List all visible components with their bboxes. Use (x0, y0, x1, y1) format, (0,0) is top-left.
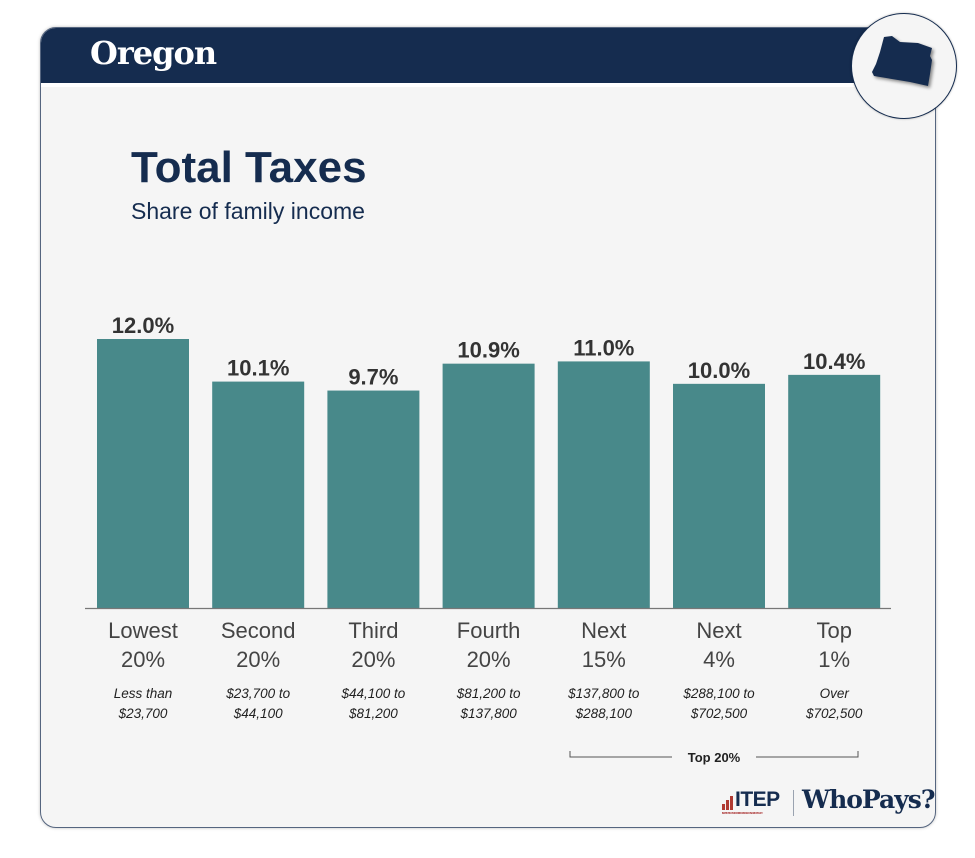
income-range-1-0: $23,700 to (225, 686, 290, 701)
bar-4 (557, 361, 650, 608)
income-range-2-1: $81,200 (348, 706, 398, 721)
bar-3 (442, 363, 535, 608)
category-label-1-1: 20% (236, 647, 280, 672)
category-label-2-0: Third (348, 618, 398, 643)
income-range-2-0: $44,100 to (340, 686, 405, 701)
bracket-right (756, 751, 859, 758)
value-label-5: 10.0% (688, 358, 750, 383)
bar-0 (97, 339, 189, 608)
bracket-label: Top 20% (688, 750, 741, 765)
category-label-5-1: 4% (703, 647, 735, 672)
income-range-6-0: Over (820, 686, 850, 701)
category-label-2-1: 20% (351, 647, 395, 672)
income-range-3-1: $137,800 (459, 706, 517, 721)
income-range-4-0: $137,800 to (567, 686, 640, 701)
itep-subtitle: INSTITUTE ON TAXATION AND ECONOMIC POLIC… (722, 812, 763, 815)
income-range-0-0: Less than (114, 686, 173, 701)
state-badge (851, 13, 957, 119)
category-label-5-0: Next (696, 618, 741, 643)
category-label-3-1: 20% (467, 647, 511, 672)
income-range-5-0: $288,100 to (682, 686, 755, 701)
category-label-4-1: 15% (582, 647, 626, 672)
category-label-0-1: 20% (121, 647, 165, 672)
state-name: Oregon (90, 34, 217, 72)
category-label-3-0: Fourth (457, 618, 521, 643)
income-range-3-0: $81,200 to (456, 686, 521, 701)
value-label-2: 9.7% (348, 365, 398, 390)
bracket-left (569, 751, 672, 758)
logo-divider (793, 790, 794, 816)
itep-bars-icon (722, 796, 733, 810)
value-label-3: 10.9% (457, 338, 519, 363)
chart-card: Oregon Total Taxes Share of family incom… (40, 27, 936, 828)
category-label-6-0: Top (816, 618, 851, 643)
value-label-1: 10.1% (227, 356, 289, 381)
category-label-1-0: Second (221, 618, 296, 643)
chart-subtitle: Share of family income (131, 198, 365, 224)
header-bar: Oregon (41, 28, 935, 87)
category-label-6-1: 1% (818, 647, 850, 672)
income-range-1-1: $44,100 (233, 706, 283, 721)
bar-5 (673, 383, 765, 608)
value-label-0: 12.0% (112, 313, 174, 338)
itep-text: ITEP (735, 788, 780, 811)
income-range-0-1: $23,700 (118, 706, 168, 721)
category-label-0-0: Lowest (108, 618, 178, 643)
bar-1 (212, 381, 305, 608)
bar-6 (788, 374, 881, 608)
category-label-4-0: Next (581, 618, 626, 643)
income-range-5-1: $702,500 (690, 706, 748, 721)
whopays-logo: WhoPays? (802, 785, 936, 814)
oregon-state-shape-icon (872, 36, 932, 86)
chart-title: Total Taxes (131, 143, 367, 192)
income-range-6-1: $702,500 (805, 706, 863, 721)
bar-2 (327, 390, 420, 608)
value-label-4: 11.0% (573, 335, 634, 360)
value-label-6: 10.4% (803, 349, 865, 374)
income-range-4-1: $288,100 (575, 706, 633, 721)
